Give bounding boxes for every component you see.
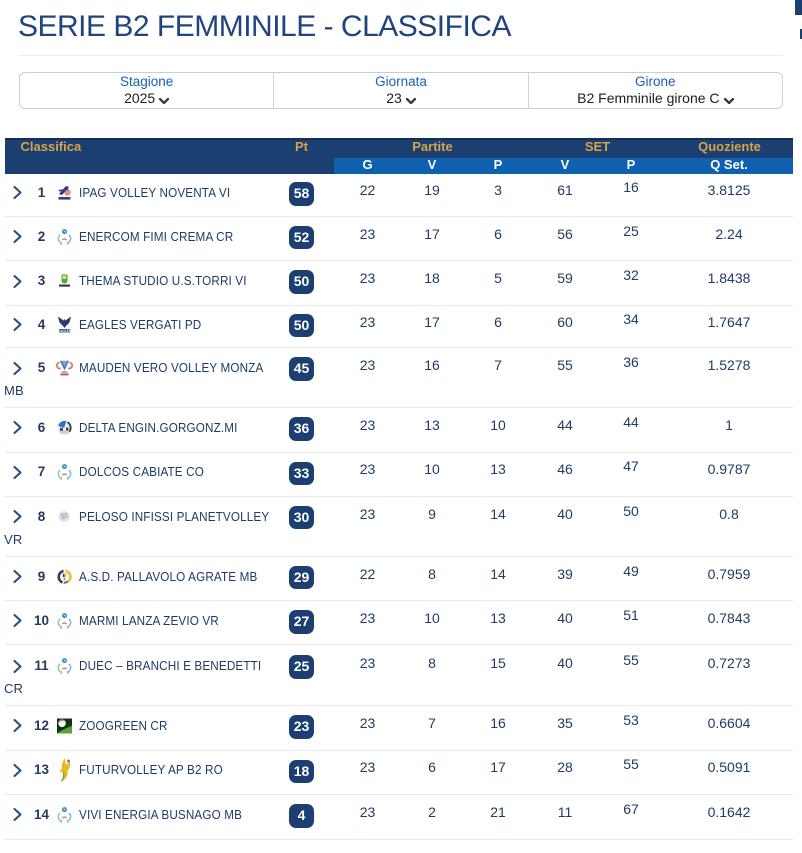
svg-text:EAGLES: EAGLES (58, 328, 71, 332)
